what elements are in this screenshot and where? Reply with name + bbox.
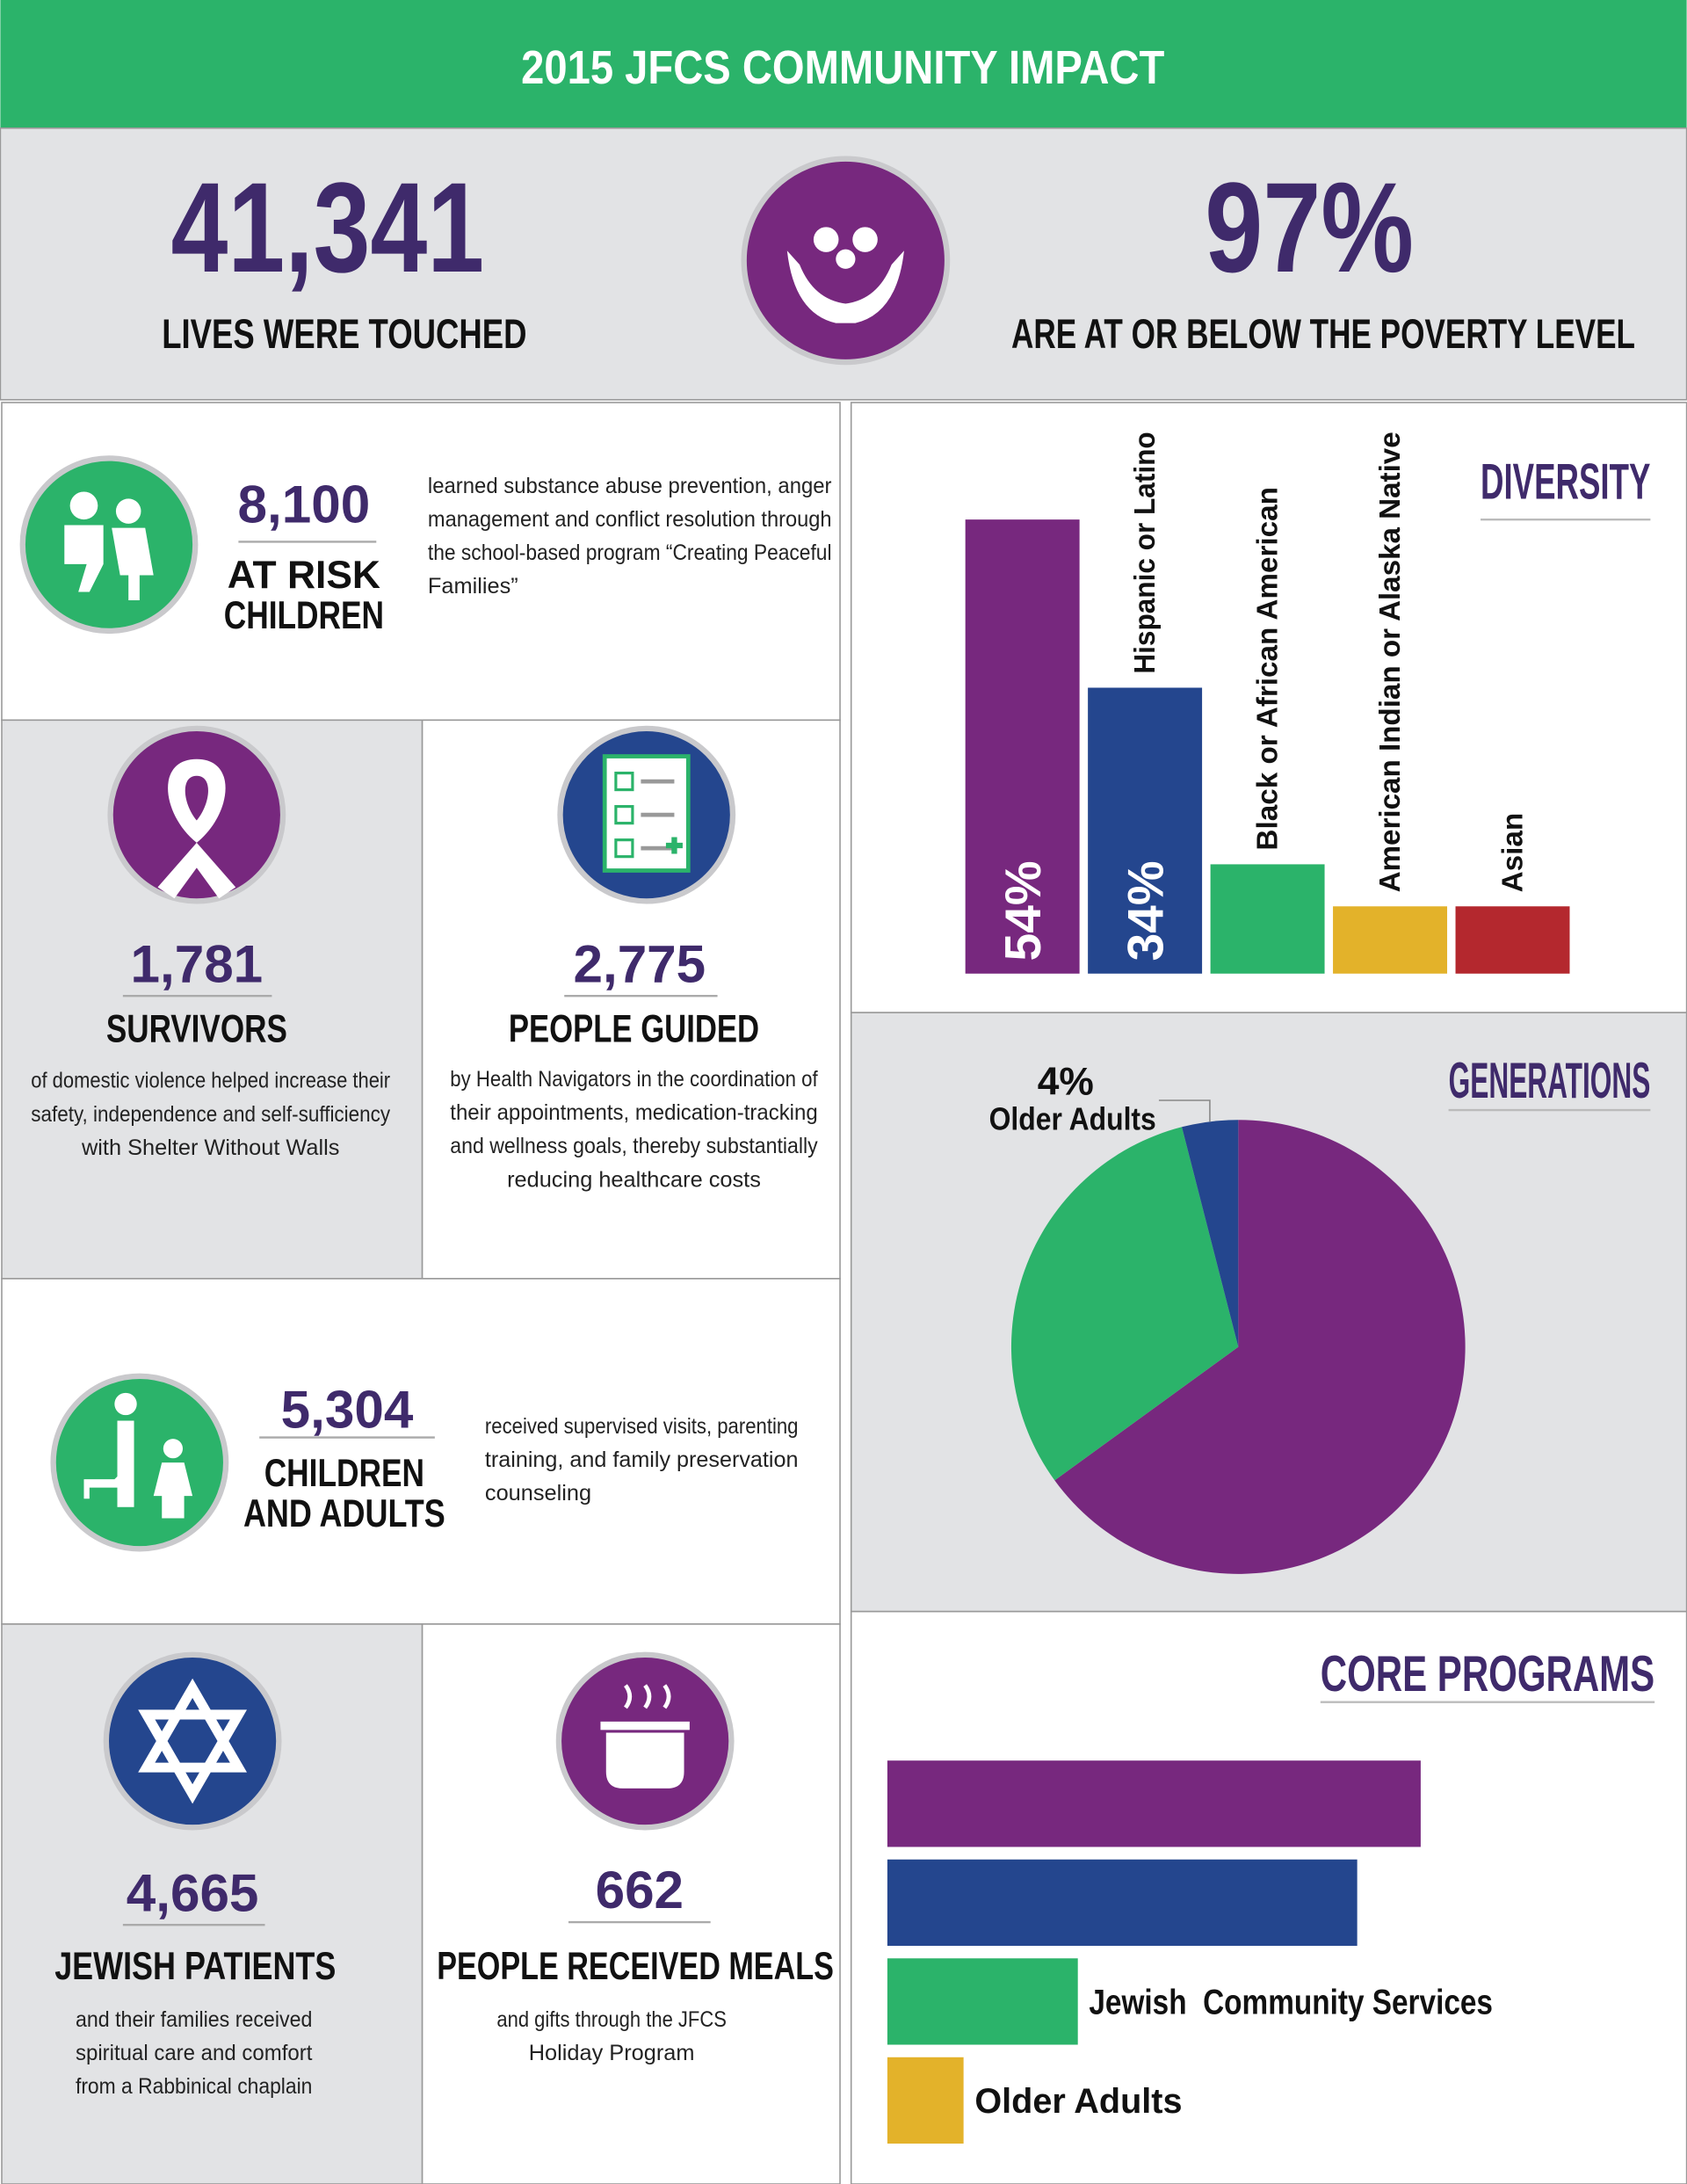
category-label: American Indian or Alaska Native <box>1374 432 1407 892</box>
bar <box>887 1958 1078 2045</box>
stat-description: spiritual care and comfort <box>76 2041 312 2065</box>
icon-shape <box>153 1462 193 1519</box>
stat-title: PEOPLE RECEIVED MEALS <box>437 1945 834 1988</box>
bar <box>887 1760 1421 1847</box>
icon-shape <box>813 227 839 252</box>
icon-shape <box>157 758 236 899</box>
summary-number: 97% <box>1205 156 1414 299</box>
pie-slice <box>1054 1120 1466 1574</box>
header-band <box>0 0 1687 128</box>
stat-description: reducing healthcare costs <box>507 1167 761 1192</box>
stat-description: safety, independence and self-sufficienc… <box>31 1102 390 1127</box>
category-label: Black or African American <box>1252 487 1285 851</box>
stat-title: CHILDREN <box>224 594 384 637</box>
icon-shape <box>163 1439 184 1459</box>
stat-title: SURVIVORS <box>106 1007 287 1050</box>
icon-shape <box>114 1392 137 1416</box>
icon-shape <box>138 1709 248 1804</box>
icon-shape <box>852 227 878 252</box>
icon-shape <box>605 1732 684 1789</box>
icon-shape <box>836 249 856 269</box>
stat-description: from a Rabbinical chaplain <box>76 2074 312 2099</box>
value-label: 54% <box>996 860 1052 961</box>
bar <box>1455 906 1570 974</box>
icon-circle <box>50 1373 229 1552</box>
stat-description: Holiday Program <box>529 2041 695 2065</box>
icon-shape <box>614 771 634 792</box>
stat-number: 2,775 <box>573 933 706 993</box>
summary-number: 41,341 <box>171 156 485 299</box>
stat-title: PEOPLE GUIDED <box>509 1007 759 1050</box>
icon-shape <box>614 805 634 825</box>
page-title: 2015 JFCS COMMUNITY IMPACT <box>521 41 1164 94</box>
category-label: Asian <box>1497 813 1530 893</box>
stat-title: CHILDREN <box>264 1452 424 1495</box>
icon-circle <box>107 725 286 904</box>
stat-description: and wellness goals, thereby substantiall… <box>450 1134 818 1158</box>
category-label: Older Adults <box>989 1100 1156 1136</box>
stat-title: JEWISH PATIENTS <box>54 1945 336 1988</box>
stat-description: and gifts through the JFCS <box>496 2007 726 2032</box>
icon-shape <box>600 1721 690 1731</box>
stat-description: learned substance abuse prevention, ange… <box>428 474 832 498</box>
value-label: 4% <box>1038 1061 1094 1104</box>
stat-description: with Shelter Without Walls <box>81 1136 339 1160</box>
bar <box>887 2057 964 2144</box>
icon-shape <box>624 1684 671 1709</box>
bar <box>1333 906 1448 974</box>
icon-shape <box>83 1470 123 1499</box>
stat-description: their appointments, medication-tracking <box>450 1100 817 1125</box>
stat-description: the school-based program “Creating Peace… <box>428 541 832 565</box>
stat-description: and their families received <box>76 2007 312 2032</box>
stat-title: AT RISK <box>228 554 380 597</box>
stat-number: 8,100 <box>238 474 371 533</box>
chart-title: CORE PROGRAMS <box>1321 1646 1654 1702</box>
bar <box>1088 687 1203 974</box>
stat-description: Families” <box>428 574 518 599</box>
category-label: Hispanic or Latino <box>1129 432 1162 673</box>
stat-number: 5,304 <box>281 1379 414 1439</box>
icon-shape <box>115 498 141 524</box>
icon-circle <box>103 1651 282 1831</box>
icon-circle <box>19 455 199 635</box>
category-label: Older Adults <box>974 2082 1182 2121</box>
bar <box>1210 864 1325 974</box>
pie-slice <box>1010 1127 1239 1481</box>
category-label: Jewish Community Services <box>1089 1984 1493 2022</box>
stat-description: training, and family preservation <box>485 1448 799 1472</box>
pie-slice <box>1182 1120 1239 1347</box>
stat-description: by Health Navigators in the coordination… <box>450 1067 818 1092</box>
stat-title: AND ADULTS <box>243 1492 445 1535</box>
value-label: 34% <box>1119 860 1175 961</box>
icon-shape <box>786 250 904 323</box>
icon-shape <box>64 525 154 601</box>
summary-label: ARE AT OR BELOW THE POVERTY LEVEL <box>1011 311 1635 358</box>
icon-shape <box>69 491 98 520</box>
stat-description: of domestic violence helped increase the… <box>31 1069 390 1093</box>
icon-shape <box>138 1678 248 1773</box>
bar <box>965 519 1080 974</box>
leader-line <box>1158 1099 1211 1122</box>
stat-description: received supervised visits, parenting <box>485 1414 799 1439</box>
stat-description: management and conflict resolution throu… <box>428 507 832 532</box>
icon-shape <box>665 837 683 854</box>
stat-number: 662 <box>596 1860 684 1919</box>
summary-label: LIVES WERE TOUCHED <box>162 311 526 358</box>
stat-number: 1,781 <box>130 933 263 993</box>
icon-shape <box>614 838 634 859</box>
bar <box>887 1859 1358 1946</box>
stat-description: counseling <box>485 1481 591 1506</box>
chart-title: DIVERSITY <box>1481 453 1650 510</box>
chart-title: GENERATIONS <box>1449 1053 1651 1109</box>
stat-number: 4,665 <box>127 1862 259 1922</box>
